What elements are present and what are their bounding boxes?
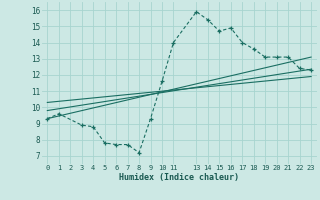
X-axis label: Humidex (Indice chaleur): Humidex (Indice chaleur) <box>119 173 239 182</box>
